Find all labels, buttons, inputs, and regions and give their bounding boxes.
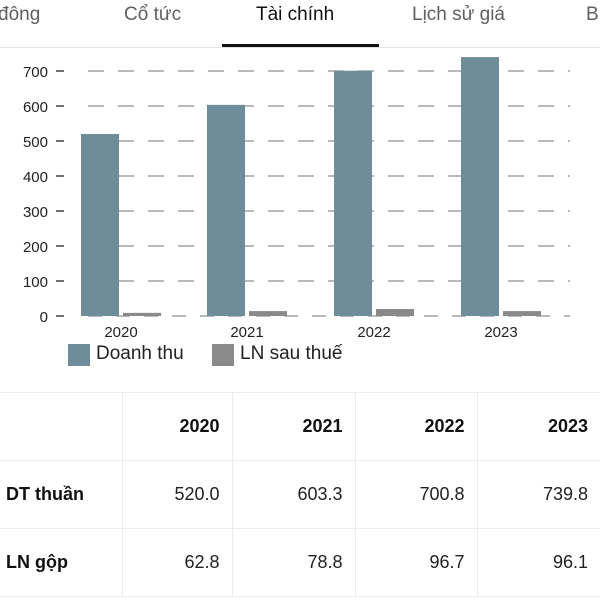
- tab-co-tuc[interactable]: Cổ tức: [124, 4, 182, 25]
- bar-profit: [123, 312, 161, 316]
- x-tick-label: 2020: [104, 324, 137, 340]
- financial-table: 2020 2021 2022 2023 DT thuần 520.0 603.3…: [0, 392, 600, 597]
- y-tick-label: 300: [23, 204, 48, 221]
- legend-swatch-revenue: [68, 344, 90, 366]
- table-cell: 520.0: [121, 460, 233, 529]
- financial-bar-chart: 0 100 200 300 400 500 600 700 2020 2021 2022 2023: [23, 57, 570, 340]
- table-cell: 603.3: [231, 460, 356, 529]
- table-header-cell: 2020: [121, 392, 233, 461]
- table-header-cell: [0, 392, 123, 461]
- tab-bar: đông Cổ tức Tài chính Lịch sử giá B: [0, 0, 600, 48]
- bar-profit: [503, 311, 541, 316]
- y-tick-label: 700: [23, 64, 48, 81]
- x-tick-label: 2021: [230, 324, 263, 340]
- table-header-row: 2020 2021 2022 2023: [0, 392, 600, 461]
- y-tick-label: 600: [23, 99, 48, 116]
- table-cell: 78.8: [231, 528, 356, 597]
- x-tick-label: 2022: [357, 324, 390, 340]
- bar-profit: [249, 311, 287, 316]
- legend-swatch-profit: [212, 344, 234, 366]
- table-cell: 62.8: [121, 528, 233, 597]
- tab-lich-su-gia[interactable]: Lịch sử giá: [412, 4, 505, 25]
- y-tick-label: 100: [23, 274, 48, 291]
- table-cell: 739.8: [476, 460, 600, 529]
- active-tab-indicator: [222, 44, 379, 47]
- y-tick-label: 400: [23, 169, 48, 186]
- bar-revenue: [207, 104, 245, 316]
- table-header-cell: 2022: [354, 392, 478, 461]
- table-cell: 700.8: [354, 460, 478, 529]
- bar-revenue: [334, 70, 372, 316]
- table-cell: 96.7: [354, 528, 478, 597]
- table-row: DT thuần 520.0 603.3 700.8 739.8: [0, 460, 600, 529]
- y-tick-label: 200: [23, 239, 48, 256]
- chart-legend: Doanh thu LN sau thuế: [0, 340, 600, 370]
- table-header-cell: 2023: [476, 392, 600, 461]
- legend-label-revenue: Doanh thu: [96, 343, 184, 364]
- legend-label-profit: LN sau thuế: [240, 343, 343, 364]
- row-label: LN gộp: [0, 528, 123, 597]
- bar-revenue: [81, 134, 119, 316]
- table-cell: 96.1: [476, 528, 600, 597]
- table-row: LN gộp 62.8 78.8 96.7 96.1: [0, 528, 600, 597]
- tabs-divider: [0, 47, 600, 48]
- tab-co-dong[interactable]: đông: [0, 4, 41, 25]
- tab-next[interactable]: B: [586, 4, 599, 25]
- tab-tai-chinh[interactable]: Tài chính: [256, 4, 335, 25]
- row-label: DT thuần: [0, 460, 123, 529]
- y-tick-label: 0: [40, 309, 48, 326]
- table-header-cell: 2021: [231, 392, 356, 461]
- bar-profit: [376, 309, 414, 316]
- x-tick-label: 2023: [484, 324, 517, 340]
- y-tick-label: 500: [23, 134, 48, 151]
- bar-revenue: [461, 57, 499, 316]
